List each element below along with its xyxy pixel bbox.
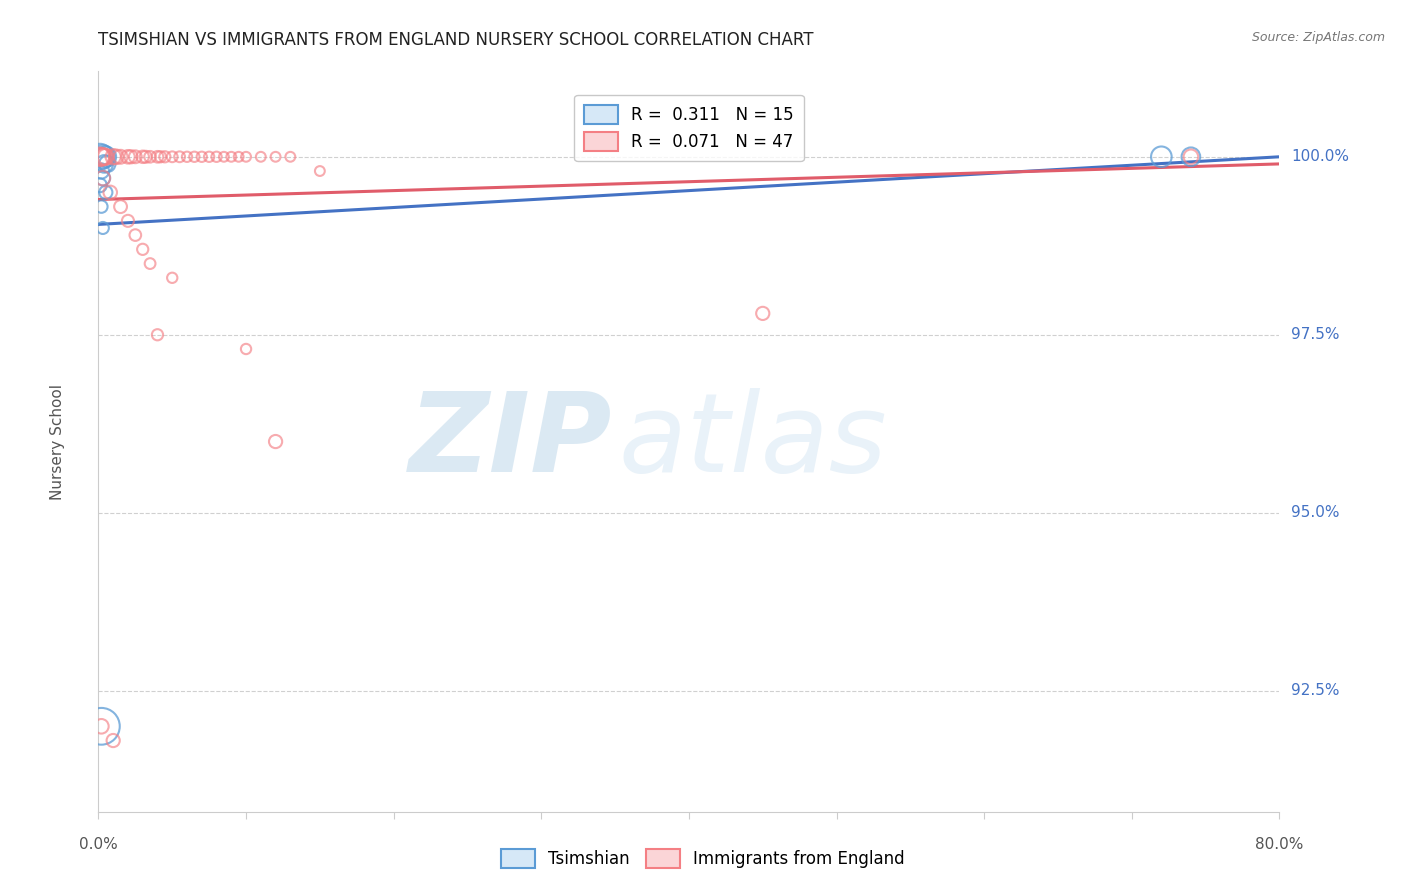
- Legend: R =  0.311   N = 15, R =  0.071   N = 47: R = 0.311 N = 15, R = 0.071 N = 47: [574, 95, 804, 161]
- Point: [89, 150, 111, 164]
- Point: [183, 150, 205, 164]
- Text: atlas: atlas: [619, 388, 887, 495]
- Text: ZIP: ZIP: [409, 388, 612, 495]
- Text: TSIMSHIAN VS IMMIGRANTS FROM ENGLAND NURSERY SCHOOL CORRELATION CHART: TSIMSHIAN VS IMMIGRANTS FROM ENGLAND NUR…: [98, 31, 814, 49]
- Point: [94, 150, 117, 164]
- Point: [135, 150, 157, 164]
- Point: [146, 327, 169, 342]
- Point: [105, 150, 128, 164]
- Point: [264, 434, 287, 449]
- Point: [752, 306, 775, 320]
- Point: [162, 270, 183, 285]
- Point: [235, 150, 257, 164]
- Text: 97.5%: 97.5%: [1291, 327, 1340, 343]
- Point: [221, 150, 243, 164]
- Point: [90, 200, 112, 214]
- Text: Source: ZipAtlas.com: Source: ZipAtlas.com: [1251, 31, 1385, 45]
- Point: [91, 150, 114, 164]
- Point: [89, 178, 111, 193]
- Point: [91, 171, 114, 186]
- Text: 95.0%: 95.0%: [1291, 505, 1340, 520]
- Point: [1180, 150, 1202, 164]
- Point: [91, 171, 114, 186]
- Text: 100.0%: 100.0%: [1291, 149, 1350, 164]
- Point: [162, 150, 183, 164]
- Point: [176, 150, 198, 164]
- Text: 80.0%: 80.0%: [1256, 837, 1303, 852]
- Point: [93, 150, 115, 164]
- Point: [90, 150, 112, 164]
- Point: [94, 150, 117, 164]
- Point: [132, 243, 155, 257]
- Point: [1180, 150, 1202, 164]
- Point: [94, 186, 117, 200]
- Point: [250, 150, 273, 164]
- Point: [90, 719, 112, 733]
- Point: [228, 150, 250, 164]
- Text: Nursery School: Nursery School: [49, 384, 65, 500]
- Point: [96, 157, 118, 171]
- Legend: Tsimshian, Immigrants from England: Tsimshian, Immigrants from England: [495, 842, 911, 875]
- Point: [146, 150, 169, 164]
- Point: [264, 150, 287, 164]
- Point: [153, 150, 176, 164]
- Text: 0.0%: 0.0%: [79, 837, 118, 852]
- Point: [212, 150, 235, 164]
- Point: [91, 150, 114, 164]
- Point: [110, 150, 132, 164]
- Point: [90, 164, 112, 178]
- Point: [139, 150, 162, 164]
- Point: [235, 342, 257, 356]
- Point: [124, 228, 146, 243]
- Point: [117, 150, 139, 164]
- Point: [110, 200, 132, 214]
- Text: 92.5%: 92.5%: [1291, 683, 1340, 698]
- Point: [132, 150, 155, 164]
- Point: [169, 150, 191, 164]
- Point: [98, 186, 121, 200]
- Point: [93, 157, 115, 171]
- Point: [103, 733, 125, 747]
- Point: [89, 150, 111, 164]
- Point: [198, 150, 221, 164]
- Point: [120, 150, 142, 164]
- Point: [280, 150, 302, 164]
- Point: [90, 150, 112, 164]
- Point: [309, 164, 332, 178]
- Point: [191, 150, 214, 164]
- Point: [103, 150, 125, 164]
- Point: [139, 256, 162, 270]
- Point: [91, 221, 114, 235]
- Point: [1150, 150, 1173, 164]
- Point: [124, 150, 146, 164]
- Point: [117, 214, 139, 228]
- Point: [149, 150, 172, 164]
- Point: [90, 719, 112, 733]
- Point: [205, 150, 228, 164]
